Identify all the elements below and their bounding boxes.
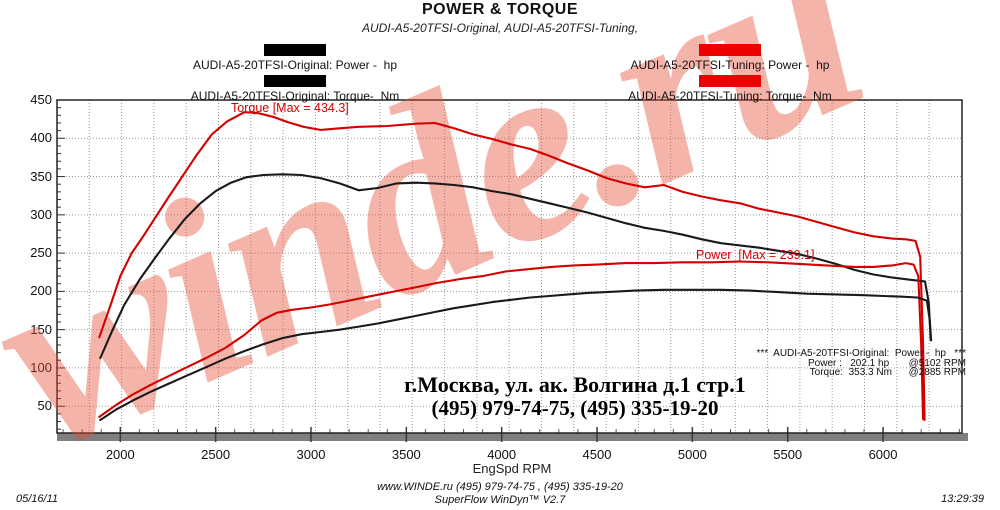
x-tick-label: 2000: [105, 447, 135, 462]
x-axis-title: EngSpd RPM: [472, 461, 552, 476]
torque-max-annotation: Torque [Max = 434.3]: [231, 101, 349, 115]
x-tick-label: 3000: [296, 447, 326, 462]
footer-time: 13:29:39: [941, 493, 984, 505]
x-tick-label: 4000: [487, 447, 517, 462]
legend-swatch-tuning-power: [699, 44, 761, 56]
legend-original: AUDI-A5-20TFSI-Original: Power - hp AUDI…: [85, 44, 505, 106]
y-tick-label: 250: [30, 245, 52, 261]
footer-date: 05/16/11: [16, 493, 59, 505]
legend-swatch-original-power: [264, 44, 326, 56]
legend-swatch-original-torque: [264, 75, 326, 87]
y-tick-label: 350: [30, 168, 52, 184]
legend-label-tuning-power: AUDI-A5-20TFSI-Tuning: Power - hp: [630, 58, 830, 72]
y-tick-label: 400: [30, 130, 52, 146]
footer-website: www.WINDE.ru (495) 979-74-75 , (495) 335…: [377, 481, 623, 493]
x-tick-label: 4500: [582, 447, 612, 462]
address-phone: (495) 979-74-75, (495) 335-19-20: [431, 396, 719, 420]
address-block: г.Москва, ул. ак. Волгина д.1 стр.1 (495…: [280, 372, 870, 420]
x-tick-label: 5500: [773, 447, 803, 462]
y-tick-label: 450: [30, 92, 52, 107]
footer-software: SuperFlow WinDyn™ V2.7: [434, 493, 566, 506]
y-tick-label: 300: [30, 206, 52, 222]
x-tick-label: 5000: [677, 447, 707, 462]
x-tick-label: 6000: [868, 447, 898, 462]
curve-torque-original: [99, 173, 932, 360]
x-tick-label: 2500: [201, 447, 231, 462]
legend-label-original-power: AUDI-A5-20TFSI-Original: Power - hp: [192, 58, 398, 72]
x-tick-label: 3500: [391, 447, 421, 462]
y-tick-label: 100: [30, 359, 52, 375]
power-max-annotation: Power [Max = 239.1]: [696, 248, 815, 262]
x-axis-bar: [57, 433, 968, 441]
legend-tuning: AUDI-A5-20TFSI-Tuning: Power - hp AUDI-A…: [520, 44, 940, 106]
page-subtitle: AUDI-A5-20TFSI-Original, AUDI-A5-20TFSI-…: [361, 21, 639, 35]
legend-swatch-tuning-torque: [699, 75, 761, 87]
page-title: POWER & TORQUE: [421, 1, 579, 18]
y-tick-label: 200: [30, 283, 52, 299]
y-tick-label: 150: [30, 321, 52, 337]
legend-label-tuning-torque: AUDI-A5-20TFSI-Tuning: Torque- Nm: [628, 89, 832, 103]
footer-center: www.WINDE.ru (495) 979-74-75 , (495) 335…: [250, 481, 750, 506]
y-tick-label: 50: [37, 398, 52, 414]
address-line1: г.Москва, ул. ак. Волгина д.1 стр.1: [404, 372, 746, 397]
